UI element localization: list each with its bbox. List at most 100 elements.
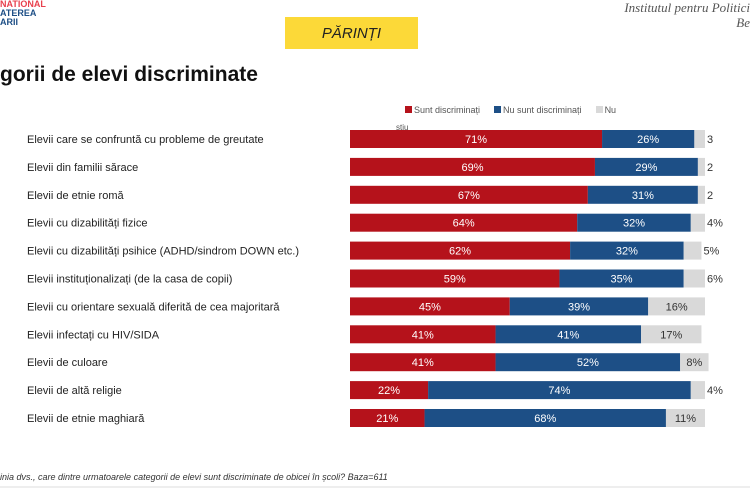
bar-segment bbox=[570, 241, 684, 260]
bar-segment bbox=[697, 185, 705, 204]
bar-segment bbox=[694, 130, 705, 148]
bar-segment bbox=[577, 213, 691, 232]
data-label: 32% bbox=[623, 218, 645, 230]
legend-item: Sunt discriminați bbox=[405, 105, 480, 115]
data-label: 32% bbox=[616, 246, 638, 258]
legend-label: știu bbox=[396, 123, 409, 132]
data-label: 74% bbox=[548, 385, 570, 397]
bar-segment bbox=[350, 353, 496, 372]
institute-line: Institutul pentru Politici bbox=[624, 0, 750, 15]
category-label: Elevii care se confruntă cu probleme de … bbox=[27, 134, 264, 146]
institute-line: Be bbox=[736, 15, 750, 30]
bar-segment bbox=[350, 213, 578, 232]
category-label: Elevii din familii sărace bbox=[27, 162, 138, 174]
data-label: 64% bbox=[453, 218, 475, 230]
bar-segment bbox=[424, 409, 666, 427]
bar-segment bbox=[594, 157, 698, 176]
data-label: 68% bbox=[534, 413, 556, 425]
legend-label: Nu sunt discriminați bbox=[503, 105, 582, 115]
legend-label: Sunt discriminați bbox=[414, 105, 481, 115]
data-label: 35% bbox=[611, 274, 633, 286]
bar-segment bbox=[509, 297, 649, 316]
category-label: Elevii de etnie romă bbox=[27, 190, 124, 202]
category-label: Elevii instituționalizați (de la casa de… bbox=[27, 274, 232, 286]
legend-item: Nu bbox=[595, 105, 617, 115]
bar-segment bbox=[680, 353, 709, 372]
bar-segment bbox=[428, 381, 691, 400]
logo: NATIONAL ATEREA ARII bbox=[0, 0, 46, 27]
data-label: 31% bbox=[632, 190, 654, 202]
bar-segment bbox=[495, 353, 681, 372]
data-label: 45% bbox=[419, 301, 441, 313]
data-label: 69% bbox=[461, 162, 483, 174]
data-label: 11% bbox=[675, 413, 696, 425]
data-label: 4% bbox=[707, 385, 723, 397]
legend-swatch bbox=[494, 106, 502, 113]
category-label: Elevii cu dizabilități fizice bbox=[27, 218, 147, 230]
data-label: 29% bbox=[635, 162, 657, 174]
category-label: Elevii infectați cu HIV/SIDA bbox=[27, 329, 160, 341]
data-label: 5% bbox=[703, 246, 719, 258]
bar-segment bbox=[495, 325, 642, 344]
category-label: Elevii cu dizabilități psihice (ADHD/sin… bbox=[27, 246, 299, 258]
data-label: 2 bbox=[707, 190, 713, 202]
legend-label: Nu bbox=[604, 105, 617, 115]
legend-item: Nu sunt discriminați bbox=[494, 105, 582, 115]
bar-segment bbox=[641, 325, 702, 344]
bar-segment bbox=[690, 213, 705, 232]
logo-line: ARII bbox=[0, 17, 18, 27]
category-label: Elevii de altă religie bbox=[27, 385, 122, 397]
legend-swatch bbox=[405, 106, 412, 113]
bar-segment bbox=[648, 297, 705, 316]
data-label: 41% bbox=[412, 357, 434, 369]
data-label: 6% bbox=[707, 274, 723, 286]
data-label: 17% bbox=[660, 329, 682, 341]
category-label: Elevii de etnie maghiară bbox=[27, 413, 145, 425]
legend: Sunt discriminați Nu sunt discriminați N… bbox=[405, 105, 616, 115]
audience-badge: PĂRINȚI bbox=[285, 17, 418, 49]
data-label: 3 bbox=[707, 134, 713, 146]
legend-swatch bbox=[595, 106, 603, 113]
bar-segment bbox=[350, 409, 425, 427]
data-label: 21% bbox=[376, 413, 398, 425]
data-label: 71% bbox=[465, 134, 487, 146]
bar-segment bbox=[559, 269, 684, 288]
category-label: Elevii de culoare bbox=[27, 357, 108, 369]
bar-segment bbox=[697, 157, 705, 176]
footnote: inia dvs., care dintre urmatoarele categ… bbox=[0, 472, 388, 482]
bar-segment bbox=[587, 185, 698, 204]
bar-segment bbox=[602, 130, 695, 148]
divider bbox=[0, 486, 750, 488]
data-label: 41% bbox=[557, 329, 579, 341]
data-label: 26% bbox=[637, 134, 659, 146]
bar-segment bbox=[683, 269, 705, 288]
logo-line: NATIONAL bbox=[0, 0, 46, 9]
data-label: 39% bbox=[568, 301, 590, 313]
category-label: Elevii cu orientare sexuală diferită de … bbox=[27, 301, 280, 313]
institute-logo: Institutul pentru Politici Be bbox=[624, 0, 750, 30]
bar-segment bbox=[350, 325, 496, 344]
data-label: 16% bbox=[666, 301, 688, 313]
logo-line: ATEREA bbox=[0, 8, 37, 18]
bar-segment bbox=[350, 241, 571, 260]
data-label: 62% bbox=[449, 246, 471, 258]
bar-segment bbox=[683, 241, 702, 260]
bar-segment bbox=[350, 185, 588, 204]
bar-segment bbox=[350, 297, 510, 316]
data-label: 67% bbox=[458, 190, 480, 202]
bar-segment bbox=[665, 409, 705, 427]
data-label: 8% bbox=[686, 357, 702, 369]
data-label: 59% bbox=[444, 274, 466, 286]
bar-segment bbox=[350, 130, 603, 148]
data-label: 4% bbox=[707, 218, 723, 230]
data-label: 22% bbox=[378, 385, 400, 397]
data-label: 41% bbox=[412, 329, 434, 341]
bar-segment bbox=[350, 157, 595, 176]
page-title: gorii de elevi discriminate bbox=[0, 63, 258, 86]
bar-segment bbox=[350, 381, 429, 400]
bar-segment bbox=[350, 269, 560, 288]
data-label: 52% bbox=[577, 357, 599, 369]
bar-segment bbox=[690, 381, 705, 400]
data-label: 2 bbox=[707, 162, 713, 174]
